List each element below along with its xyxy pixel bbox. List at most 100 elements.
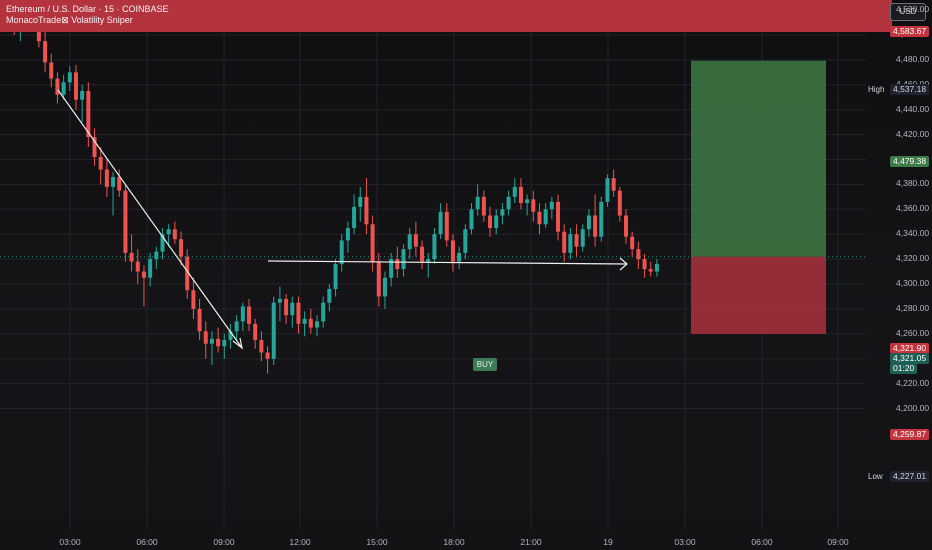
x-tick-label: 06:00 bbox=[751, 537, 773, 547]
candle-body bbox=[104, 169, 109, 187]
candle-body bbox=[123, 190, 128, 253]
candle-body bbox=[86, 91, 91, 138]
candle-body bbox=[475, 196, 480, 210]
y-tick-label: 4,520.00 bbox=[896, 4, 930, 15]
candle-body bbox=[556, 201, 561, 232]
candle-body bbox=[148, 259, 153, 278]
x-tick-label: 06:00 bbox=[136, 537, 158, 547]
candle-body bbox=[49, 62, 54, 79]
candle-body bbox=[636, 249, 641, 260]
take-profit-zone bbox=[691, 60, 826, 257]
candle-body bbox=[240, 306, 245, 322]
candle-body bbox=[253, 323, 258, 341]
candle-body bbox=[160, 234, 165, 252]
x-tick-label: 09:00 bbox=[827, 537, 849, 547]
candle-body bbox=[438, 211, 443, 235]
candle-body bbox=[290, 302, 295, 316]
candle-body bbox=[55, 78, 60, 95]
symbol-title[interactable]: Ethereum / U.S. Dollar · 15 · COINBASE bbox=[6, 4, 169, 14]
currency-button[interactable]: USD bbox=[890, 3, 926, 21]
y-tick-label: 4,480.00 bbox=[896, 53, 930, 64]
candle-body bbox=[648, 269, 653, 272]
y-tick-label: 4,320.00 bbox=[896, 253, 930, 264]
candle-body bbox=[605, 178, 610, 202]
y-tick-label: 4,260.00 bbox=[896, 327, 930, 338]
y-tick-label: 4,280.00 bbox=[896, 302, 930, 313]
candle-body bbox=[568, 234, 573, 253]
candle-countdown-tag: 01:20 bbox=[890, 363, 918, 374]
candle-body bbox=[92, 137, 97, 158]
x-tick-label: 09:00 bbox=[213, 537, 235, 547]
candle-body bbox=[296, 302, 301, 324]
candle-body bbox=[376, 261, 381, 297]
candle-body bbox=[302, 318, 307, 324]
candle-body bbox=[481, 196, 486, 216]
candle-body bbox=[339, 240, 344, 265]
candle-body bbox=[531, 199, 536, 212]
stop-loss-tag: 4,259.87 bbox=[890, 429, 930, 440]
candle-body bbox=[185, 256, 190, 291]
candle-body bbox=[277, 298, 282, 303]
candle-body bbox=[574, 234, 579, 247]
candle-body bbox=[630, 236, 635, 250]
current-price-tag: 4,321.05 bbox=[890, 353, 930, 364]
candle-body bbox=[500, 209, 505, 216]
candle-body bbox=[463, 229, 468, 253]
candle-body bbox=[80, 91, 85, 100]
candle-body bbox=[420, 246, 425, 262]
candle-body bbox=[599, 201, 604, 237]
candle-body bbox=[469, 209, 474, 230]
candle-body bbox=[222, 340, 227, 347]
candle-body bbox=[543, 209, 548, 225]
high-price-tag: 4,537.18 bbox=[890, 84, 930, 95]
candle-body bbox=[73, 72, 78, 100]
candle-body bbox=[654, 264, 659, 272]
candle-body bbox=[234, 321, 239, 332]
candle-body bbox=[407, 234, 412, 250]
take-profit-tag: 4,479.38 bbox=[890, 156, 930, 167]
buy-signal-label[interactable]: BUY bbox=[473, 358, 497, 371]
downtrend-arrow-line bbox=[57, 89, 243, 349]
candle-body bbox=[166, 229, 171, 235]
candle-body bbox=[389, 259, 394, 278]
candle-body bbox=[426, 259, 431, 262]
candle-body bbox=[364, 196, 369, 225]
candle-body bbox=[191, 290, 196, 309]
candle-body bbox=[265, 352, 270, 359]
candle-body bbox=[624, 215, 628, 237]
downtrend-arrow-head bbox=[232, 337, 243, 350]
candle-body bbox=[67, 72, 72, 83]
last-price-tag: 4,583.67 bbox=[890, 26, 930, 37]
candle-body bbox=[203, 331, 208, 344]
candle-body bbox=[432, 234, 437, 260]
entry-price-tag: 4,321.90 bbox=[890, 343, 930, 354]
candle-body bbox=[580, 229, 585, 247]
x-tick-label: 03:00 bbox=[674, 537, 696, 547]
candle-body bbox=[352, 206, 357, 228]
candle-body bbox=[382, 277, 387, 297]
candle-body bbox=[617, 190, 622, 216]
x-tick-label: 19 bbox=[603, 537, 613, 547]
candle-body bbox=[450, 240, 455, 262]
y-tick-label: 4,300.00 bbox=[896, 278, 930, 288]
candle-body bbox=[308, 318, 313, 328]
candle-body bbox=[315, 321, 319, 328]
candle-body bbox=[525, 199, 530, 204]
candle-body bbox=[413, 234, 418, 247]
indicator-label[interactable]: MonacoTrade⊠ Volatility Sniper bbox=[6, 15, 133, 25]
y-tick-label: 4,380.00 bbox=[896, 178, 930, 189]
high-label: High bbox=[868, 85, 885, 94]
resistance-arrow-head bbox=[619, 257, 628, 271]
candle-body bbox=[488, 215, 493, 228]
candle-body bbox=[494, 215, 499, 228]
y-tick-label: 4,360.00 bbox=[896, 203, 930, 214]
x-tick-label: 15:00 bbox=[366, 537, 388, 547]
candle-body bbox=[61, 82, 66, 95]
candle-body bbox=[457, 252, 462, 262]
x-tick-label: 18:00 bbox=[443, 537, 465, 547]
candle-body bbox=[259, 340, 264, 353]
candle-body bbox=[172, 229, 177, 240]
x-tick-label: 21:00 bbox=[520, 537, 542, 547]
